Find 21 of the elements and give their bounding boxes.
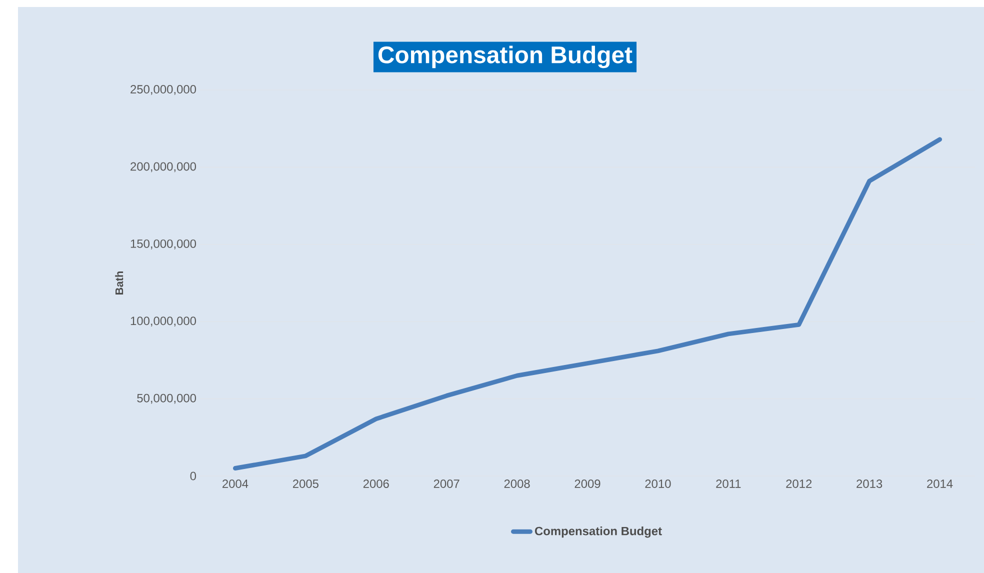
y-tick-label: 200,000,000 (130, 162, 196, 172)
x-tick-label: 2014 (927, 480, 953, 488)
x-tick-label: 2005 (292, 480, 318, 488)
x-tick-label: 2004 (222, 480, 248, 488)
y-axis-title: Bath (115, 272, 124, 294)
y-tick-label: 100,000,000 (130, 316, 196, 327)
x-tick-label: 2009 (574, 480, 600, 488)
x-tick-label: 2012 (786, 480, 812, 488)
x-tick-label: 2013 (856, 480, 882, 488)
line-series (232, 137, 942, 471)
y-tick-label: 0 (190, 472, 196, 480)
x-tick-label: 2006 (363, 480, 389, 488)
y-tick-label: 250,000,000 (130, 85, 196, 95)
legend-label: Compensation Budget (534, 526, 662, 538)
x-tick-label: 2010 (645, 480, 671, 488)
y-tick-label: 150,000,000 (130, 239, 196, 250)
x-tick-label: 2007 (434, 480, 460, 488)
x-tick-label: 2011 (716, 480, 741, 488)
chart-title: Compensation Budget (378, 46, 632, 68)
y-tick-label: 50,000,000 (137, 394, 196, 404)
x-tick-label: 2008 (504, 480, 530, 488)
